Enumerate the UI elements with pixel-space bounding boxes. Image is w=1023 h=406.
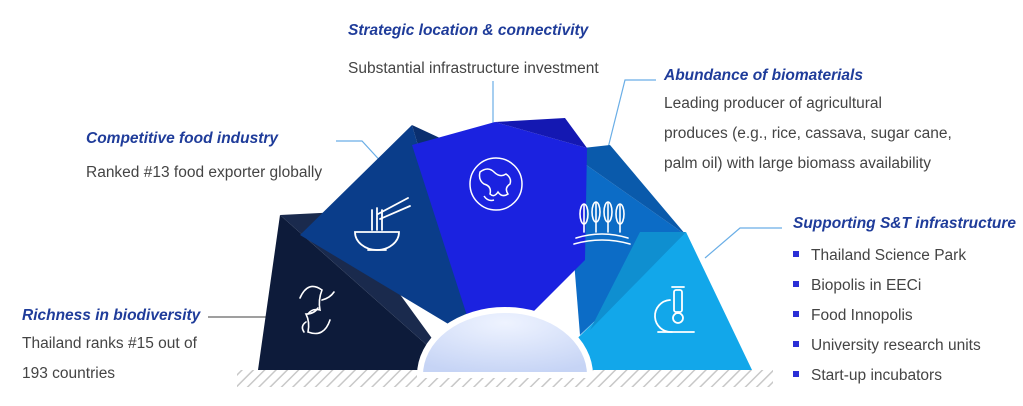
callout-biodiversity-line: 193 countries xyxy=(22,365,116,382)
callout-food: Competitive food industry Ranked #13 foo… xyxy=(86,130,322,188)
microscope-icon xyxy=(654,286,695,333)
snt-list-item: University research units xyxy=(793,331,1016,361)
bullet-icon xyxy=(793,250,799,257)
bullet-icon xyxy=(793,370,799,377)
snt-list-item: Food Innopolis xyxy=(793,301,1016,331)
snt-list-item: Biopolis in EECi xyxy=(793,271,1016,301)
wheat-icon xyxy=(573,201,631,245)
snt-list-item: Start-up incubators xyxy=(793,361,1016,391)
bullet-icon xyxy=(793,340,799,347)
callout-biodiversity-title: Richness in biodiversity xyxy=(22,307,201,324)
snt-list-item: Thailand Science Park xyxy=(793,241,1016,271)
callout-snt: Supporting S&T infrastructure Thailand S… xyxy=(793,215,1016,391)
leader-biomaterials xyxy=(604,79,656,161)
callout-biomaterials-line: Leading producer of agricultural xyxy=(664,95,882,112)
callout-location-title: Strategic location & connectivity xyxy=(348,22,589,39)
segment-location xyxy=(412,118,587,325)
snt-list: Thailand Science Park Biopolis in EECi F… xyxy=(793,241,1016,391)
callout-location: Strategic location & connectivity Substa… xyxy=(348,22,599,84)
callout-biomaterials-title: Abundance of biomaterials xyxy=(664,67,863,84)
segment-snt xyxy=(545,232,752,370)
callout-biomaterials-line: palm oil) with large biomass availabilit… xyxy=(664,155,932,172)
bullet-icon xyxy=(793,310,799,317)
segment-biodiversity xyxy=(258,212,455,370)
leader-food xyxy=(336,140,386,167)
callout-food-body: Ranked #13 food exporter globally xyxy=(86,164,323,181)
callout-biodiversity: Richness in biodiversity Thailand ranks … xyxy=(22,307,222,389)
callout-biomaterials: Abundance of biomaterials Leading produc… xyxy=(664,67,952,179)
globe-icon xyxy=(469,157,523,211)
dolphins-icon xyxy=(299,285,335,335)
noodle-bowl-icon xyxy=(354,197,411,251)
hub-semicircle xyxy=(416,307,594,378)
callout-biodiversity-line: Thailand ranks #15 out of xyxy=(22,335,197,352)
callout-food-title: Competitive food industry xyxy=(86,130,279,147)
callout-biomaterials-line: produces (e.g., rice, cassava, sugar can… xyxy=(664,125,952,142)
bullet-icon xyxy=(793,280,799,287)
ground-strip xyxy=(237,370,773,387)
leader-lines xyxy=(208,79,782,318)
callout-snt-title: Supporting S&T infrastructure xyxy=(793,215,1017,232)
leader-snt xyxy=(704,227,782,259)
callout-location-body: Substantial infrastructure investment xyxy=(348,60,599,77)
